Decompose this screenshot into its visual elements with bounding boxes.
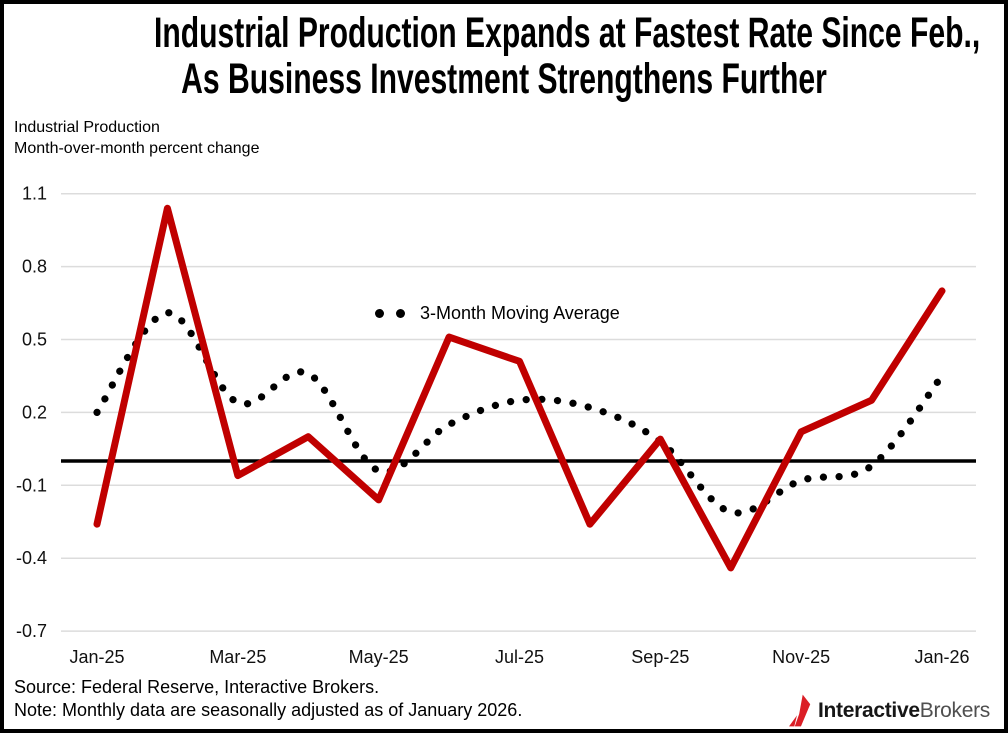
y-tick-label: 0.5 (22, 330, 47, 350)
y-tick-label: -0.7 (16, 621, 47, 641)
legend-label: 3-Month Moving Average (420, 303, 620, 323)
title-line-1: Industrial Production Expands at Fastest… (154, 9, 981, 57)
ib-logo-icon (788, 694, 811, 727)
title-line-2: As Business Investment Strengthens Furth… (181, 55, 827, 103)
x-tick-label: Jul-25 (495, 647, 544, 667)
industrial-production-line (93, 204, 946, 572)
moving-average-line (93, 309, 946, 517)
y-tick-label: 0.2 (22, 402, 47, 422)
x-tick-label: Mar-25 (209, 647, 266, 667)
x-tick-label: Jan-25 (69, 647, 124, 667)
legend: 3-Month Moving Average (375, 303, 620, 324)
x-tick-label: Nov-25 (772, 647, 830, 667)
y-tick-label: 0.8 (22, 257, 47, 277)
x-tick-label: May-25 (349, 647, 409, 667)
subtitle-series-name: Industrial Production (14, 119, 160, 136)
chart-title: Industrial Production Expands at Fastest… (4, 10, 1004, 102)
chart-plot: 1.1 0.8 0.5 0.2 -0.1 -0.4 -0.7 Jan-25 Mar-25 May-… (16, 184, 976, 667)
y-tick-label: -0.1 (16, 475, 47, 495)
logo-text-bold: Interactive (817, 698, 920, 722)
legend-dot-icon (396, 309, 405, 318)
y-tick-label: -0.4 (16, 548, 47, 568)
logo-text-light: Brokers (919, 698, 991, 722)
subtitle-units: Month-over-month percent change (14, 140, 260, 157)
y-tick-label: 1.1 (22, 184, 47, 204)
x-tick-label: Jan-26 (914, 647, 969, 667)
x-tick-label: Sep-25 (631, 647, 689, 667)
axis-subtitle: Industrial Production Month-over-month p… (14, 117, 259, 159)
data-note: Note: Monthly data are seasonally adjust… (14, 700, 523, 720)
legend-dot-icon (375, 309, 384, 318)
footnotes: Source: Federal Reserve, Interactive Bro… (14, 676, 522, 722)
source-note: Source: Federal Reserve, Interactive Bro… (14, 677, 380, 697)
interactive-brokers-logo: Interactive Brokers (788, 694, 991, 727)
